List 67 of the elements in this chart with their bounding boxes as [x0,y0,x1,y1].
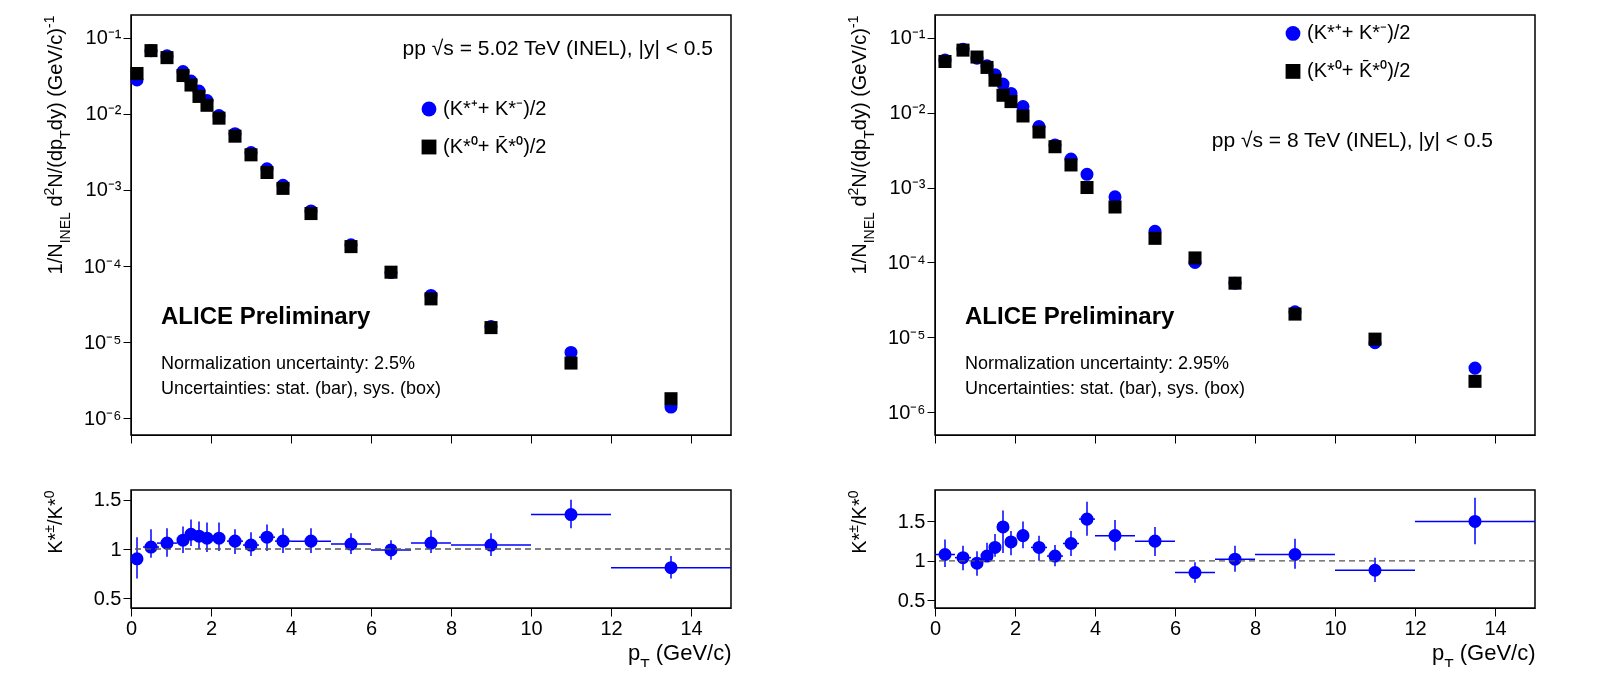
x-tick-label: 10 [1324,616,1347,639]
y-tick-label: 10⁻² [85,102,122,125]
point [200,98,214,112]
x-tick-label: 2 [205,616,218,639]
legend-label: (K*⁺+ K*⁻)/2 [1307,21,1411,44]
y-tick-label: 10⁻⁵ [83,330,122,353]
y-tick-label: 10⁻⁶ [888,400,926,423]
y-tick-label: 10⁻³ [85,178,122,201]
annotation: ALICE Preliminary [161,302,372,330]
point [130,67,144,81]
annotation: pp √s = 8 TeV (INEL), |y| < 0.5 [1211,128,1493,151]
point [988,73,1002,87]
legend-label: (K*⁰+ K̄*⁰)/2 [443,134,547,157]
x-tick-label: 12 [600,616,623,639]
y-tick-label: 0.5 [897,588,926,611]
annotation: Uncertainties: stat. (bar), sys. (box) [161,377,442,398]
point [564,345,578,359]
y-tick-label: 1.5 [93,488,122,511]
point [1368,332,1382,346]
point [1016,109,1030,123]
point [1148,231,1162,245]
point [1004,95,1018,109]
y-tick-label: 10⁻³ [889,176,926,199]
annotation: Normalization uncertainty: 2.95% [965,352,1230,373]
annotation: Normalization uncertainty: 2.5% [161,352,416,373]
point [1032,125,1046,139]
point [424,292,438,306]
legend-label: (K*⁰+ K̄*⁰)/2 [1307,59,1411,82]
x-tick-label: 6 [1169,616,1182,639]
point [1468,361,1482,375]
y-tick-label: 10⁻⁶ [84,406,122,429]
point [664,392,678,406]
x-tick-label: 6 [365,616,378,639]
y-tick-label: 10⁻² [889,101,926,124]
y-tick-label: 1 [914,549,926,572]
y-tick-label: 10⁻¹ [889,26,926,49]
y-tick-label: 10⁻⁴ [887,250,926,273]
annotation: pp √s = 5.02 TeV (INEL), |y| < 0.5 [402,35,713,59]
x-tick-label: 14 [680,616,703,639]
point [1080,167,1094,181]
x-tick-label: 10 [520,616,543,639]
x-tick-label: 12 [1404,616,1427,639]
point [1108,200,1122,214]
point [1080,180,1094,195]
x-tick-label: 14 [1484,616,1507,639]
annotation: Uncertainties: stat. (bar), sys. (box) [965,377,1246,398]
y-tick-label: 1.5 [897,509,926,532]
annotation: ALICE Preliminary [965,302,1176,330]
x-tick-label: 4 [1089,616,1102,639]
x-tick-label: 4 [285,616,298,639]
y-tick-label: 0.5 [93,586,122,609]
point [1064,158,1078,172]
point [564,356,578,370]
x-tick-label: 0 [125,616,138,639]
point [176,69,190,83]
x-tick-label: 0 [929,616,942,639]
x-tick-label: 2 [1009,616,1022,639]
point [184,78,198,92]
point [1468,374,1482,388]
y-tick-label: 10⁻⁵ [887,325,926,348]
legend-label: (K*⁺+ K*⁻)/2 [443,97,547,119]
x-tick-label: 8 [445,616,458,639]
x-tick-label: 8 [1249,616,1262,639]
y-tick-label: 1 [110,537,122,560]
point [1188,251,1202,265]
y-tick-label: 10⁻⁴ [83,254,122,277]
y-tick-label: 10⁻¹ [85,26,122,49]
